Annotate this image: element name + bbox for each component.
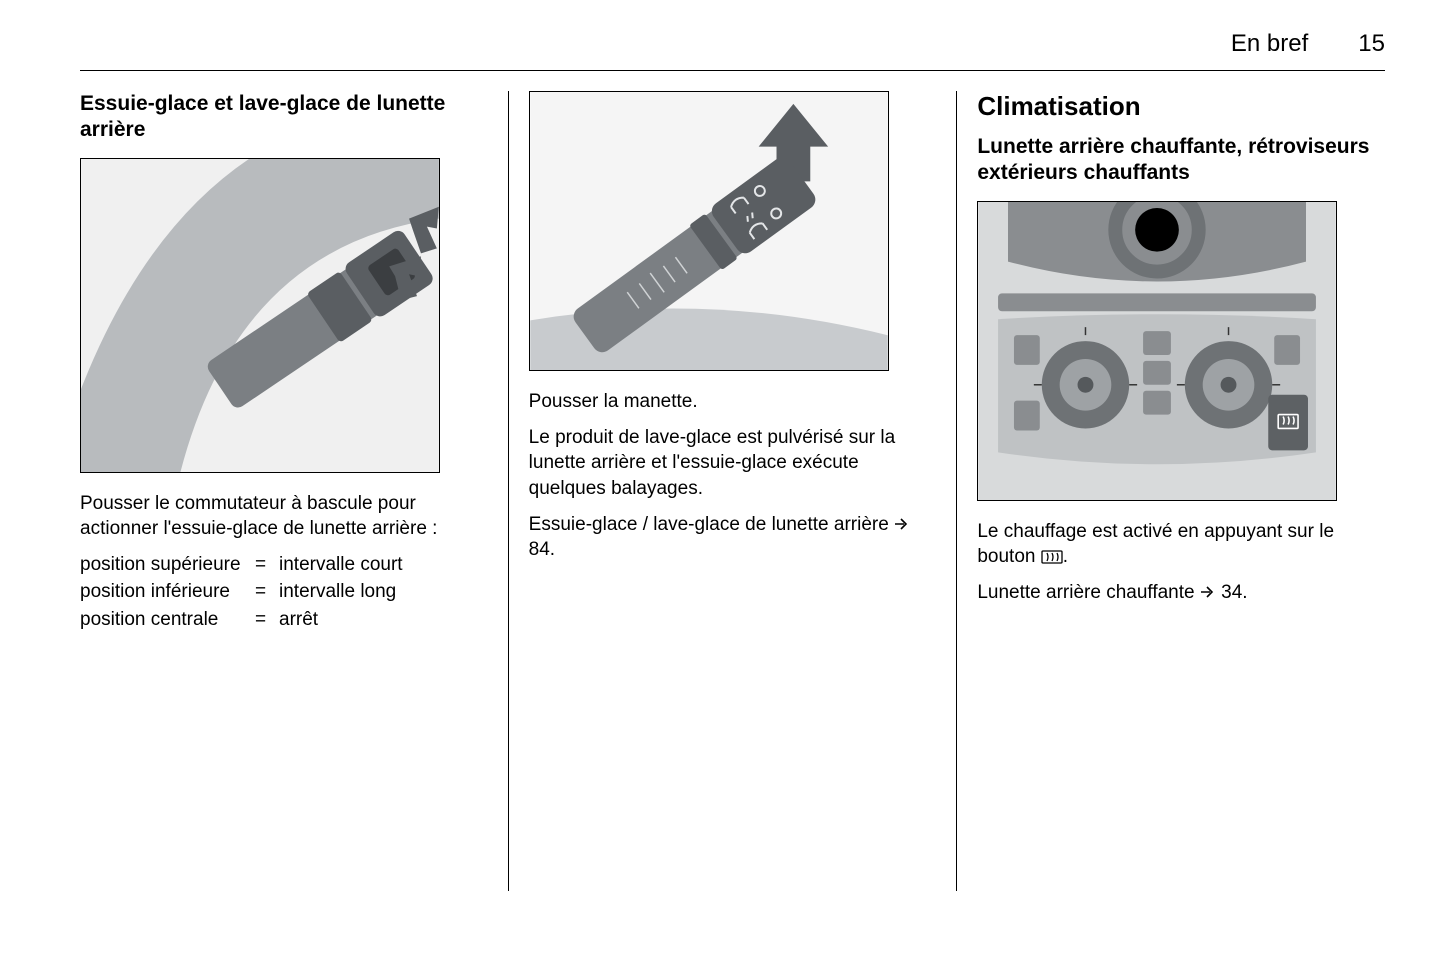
column-3: Climatisation Lunette arrière chauffante… xyxy=(957,91,1385,891)
def-eq: = xyxy=(255,552,279,578)
section-name: En bref xyxy=(1231,30,1308,58)
def-right: arrêt xyxy=(279,607,488,633)
def-left: position centrale xyxy=(80,607,255,633)
def-eq: = xyxy=(255,579,279,605)
def-eq: = xyxy=(255,607,279,633)
col3-p2-a: Lunette arrière chauffante xyxy=(977,582,1200,603)
page: En bref 15 Essuie-glace et lave-glace de… xyxy=(0,0,1445,921)
reference-arrow-icon xyxy=(894,517,910,531)
col2-p3-text: Essuie-glace / lave-glace de lunette arr… xyxy=(529,514,894,535)
def-row: position inférieure = intervalle long xyxy=(80,579,488,605)
col3-p1: Le chauffage est activé en appuyant sur … xyxy=(977,519,1385,570)
def-row: position centrale = arrêt xyxy=(80,607,488,633)
def-row: position supérieure = intervalle court xyxy=(80,552,488,578)
col2-p3: Essuie-glace / lave-glace de lunette arr… xyxy=(529,512,937,563)
col3-heading-sub: Lunette arrière chauffante, rétroviseurs… xyxy=(977,134,1385,187)
col2-p3-ref: 84. xyxy=(529,539,555,560)
col3-figure xyxy=(977,201,1337,501)
content-columns: Essuie-glace et lave-glace de lunette ar… xyxy=(80,91,1385,891)
page-header: En bref 15 xyxy=(80,30,1385,71)
col1-heading: Essuie-glace et lave-glace de lunette ar… xyxy=(80,91,488,144)
col1-intro: Pousser le commutateur à bascule pour ac… xyxy=(80,491,488,542)
column-2: Pousser la manette. Le produit de lave-g… xyxy=(508,91,958,891)
col3-heading-main: Climatisation xyxy=(977,91,1385,122)
col3-p2: Lunette arrière chauffante 34. xyxy=(977,580,1385,606)
column-1: Essuie-glace et lave-glace de lunette ar… xyxy=(80,91,508,891)
def-right: intervalle court xyxy=(279,552,488,578)
def-left: position supérieure xyxy=(80,552,255,578)
col3-p2-ref: 34. xyxy=(1221,582,1247,603)
def-left: position inférieure xyxy=(80,579,255,605)
col2-figure xyxy=(529,91,889,371)
col3-p1-b: . xyxy=(1063,546,1068,567)
col2-p2: Le produit de lave-glace est pulvérisé s… xyxy=(529,425,937,502)
rear-defrost-icon xyxy=(1041,549,1063,565)
def-right: intervalle long xyxy=(279,579,488,605)
col1-figure xyxy=(80,158,440,473)
col2-p1: Pousser la manette. xyxy=(529,389,937,415)
reference-arrow-icon xyxy=(1200,585,1216,599)
page-number: 15 xyxy=(1358,30,1385,58)
col3-p1-a: Le chauffage est activé en appuyant sur … xyxy=(977,521,1334,568)
col1-definitions: position supérieure = intervalle court p… xyxy=(80,552,488,633)
